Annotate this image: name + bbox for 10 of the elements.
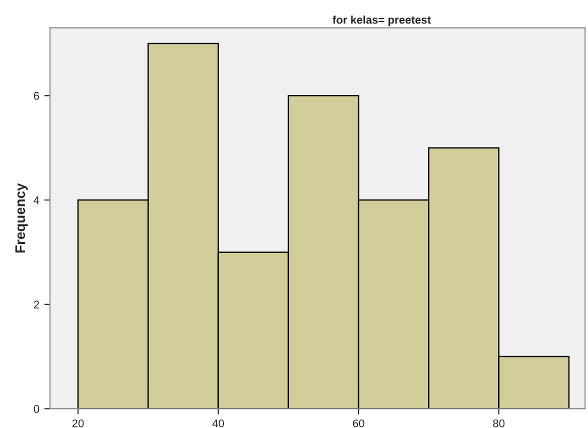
chart-title: for kelas= preetest (332, 16, 431, 26)
x-tick-label: 60 (352, 419, 364, 428)
y-tick-label: 2 (34, 300, 40, 308)
y-tick-label: 0 (34, 405, 40, 413)
x-tick-label: 80 (493, 419, 505, 428)
y-tick-label: 6 (34, 92, 40, 100)
y-axis-title: Frequency (15, 183, 28, 252)
y-tick-label: 4 (34, 196, 40, 204)
x-tick-label: 40 (212, 419, 224, 428)
x-tick-label: 20 (72, 419, 84, 428)
